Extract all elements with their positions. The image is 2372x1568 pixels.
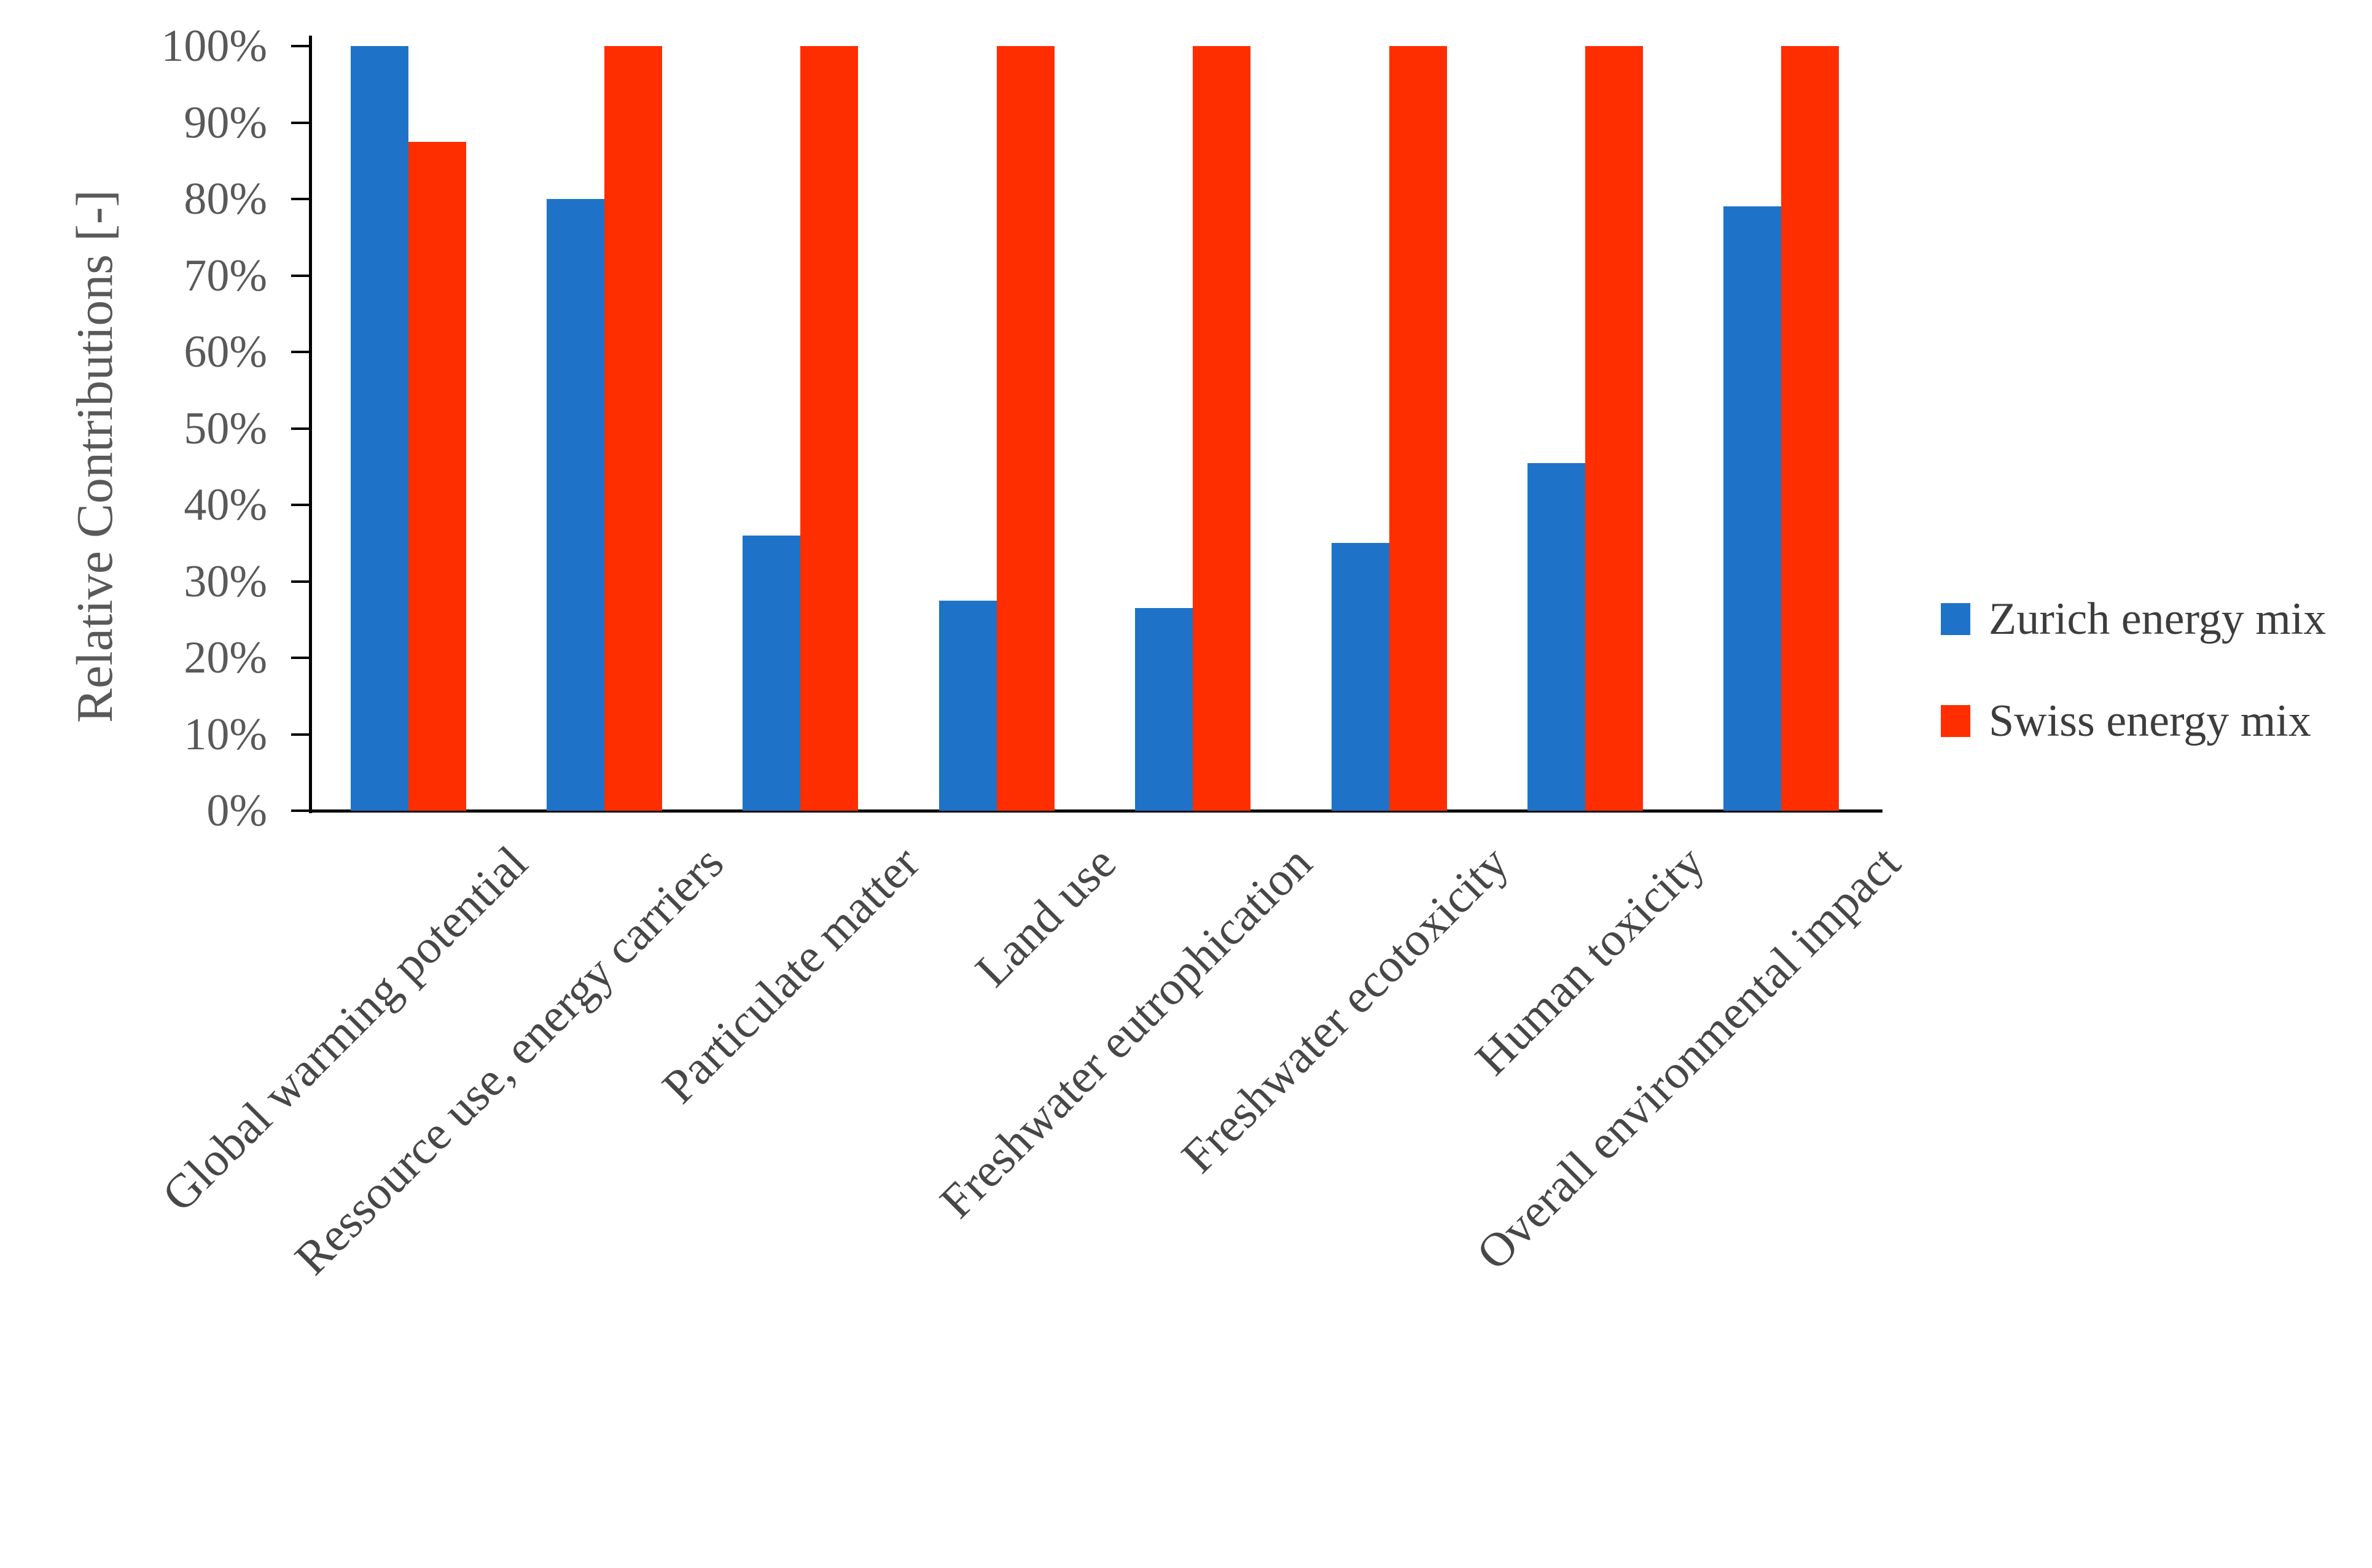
y-tick-mark	[291, 198, 310, 200]
y-tick-mark	[291, 733, 310, 736]
bar-zurich-5	[1331, 543, 1389, 811]
bar-swiss-3	[996, 46, 1055, 811]
bar-swiss-4	[1193, 46, 1251, 811]
bar-zurich-7	[1723, 206, 1782, 811]
bar-swiss-0	[408, 141, 466, 811]
bar-chart-figure: Relative Contributions [-] 0% 10% 20% 30% 40…	[66, 21, 2327, 1285]
legend-label-zurich: Zurich energy mix	[1989, 594, 2327, 644]
legend-item-swiss-energy-mix: Swiss energy mix	[1941, 696, 2326, 746]
bar-swiss-6	[1585, 46, 1643, 811]
y-tick-label: 80%	[184, 174, 267, 224]
y-tick-label: 0%	[206, 786, 267, 836]
x-category-label-6: Human toxicity	[1464, 835, 1715, 1085]
y-tick-label: 10%	[184, 709, 267, 760]
legend-swatch-swiss-icon	[1941, 705, 1970, 737]
bar-zurich-4	[1135, 608, 1193, 811]
y-tick-mark	[291, 580, 310, 583]
y-tick-mark	[291, 504, 310, 506]
y-tick-label: 20%	[184, 633, 267, 683]
bar-zurich-1	[547, 199, 605, 811]
y-tick-label: 70%	[184, 250, 267, 301]
y-tick-mark	[291, 427, 310, 430]
y-tick-mark	[291, 274, 310, 277]
legend-item-zurich-energy-mix: Zurich energy mix	[1941, 595, 2326, 644]
x-category-label-2: Particulate matter	[652, 835, 930, 1114]
x-category-label-5: Freshwater ecotoxicity	[1171, 835, 1518, 1183]
bar-zurich-6	[1527, 462, 1585, 811]
y-tick-label: 30%	[184, 556, 267, 607]
x-category-label-3: Land use	[964, 835, 1126, 997]
y-tick-mark	[291, 45, 310, 47]
y-tick-label: 40%	[184, 480, 267, 530]
bar-swiss-1	[604, 46, 663, 811]
x-axis-line	[309, 809, 1882, 813]
y-tick-label: 60%	[184, 327, 267, 377]
y-tick-mark	[291, 351, 310, 353]
y-tick-label: 90%	[184, 97, 267, 148]
y-axis-line	[309, 36, 312, 813]
bar-swiss-2	[800, 46, 859, 811]
bar-zurich-3	[938, 600, 997, 811]
y-tick-mark	[291, 657, 310, 659]
y-tick-label: 100%	[161, 21, 267, 71]
y-tick-label: 50%	[184, 403, 267, 454]
bar-swiss-5	[1389, 46, 1447, 811]
legend-label-swiss: Swiss energy mix	[1989, 696, 2311, 746]
x-category-label-1: Ressource use, energy carriers	[284, 835, 734, 1285]
legend-swatch-zurich-icon	[1941, 603, 1970, 635]
x-category-label-7: Overall environmental impact	[1466, 835, 1911, 1280]
x-category-label-4: Freshwater eutrophication	[929, 835, 1322, 1228]
bar-zurich-2	[743, 535, 801, 811]
y-tick-mark	[291, 809, 310, 812]
bar-zurich-0	[350, 46, 408, 811]
legend: Zurich energy mix Swiss energy mix	[1941, 595, 2326, 798]
bar-swiss-7	[1781, 46, 1839, 811]
y-tick-mark	[291, 121, 310, 124]
